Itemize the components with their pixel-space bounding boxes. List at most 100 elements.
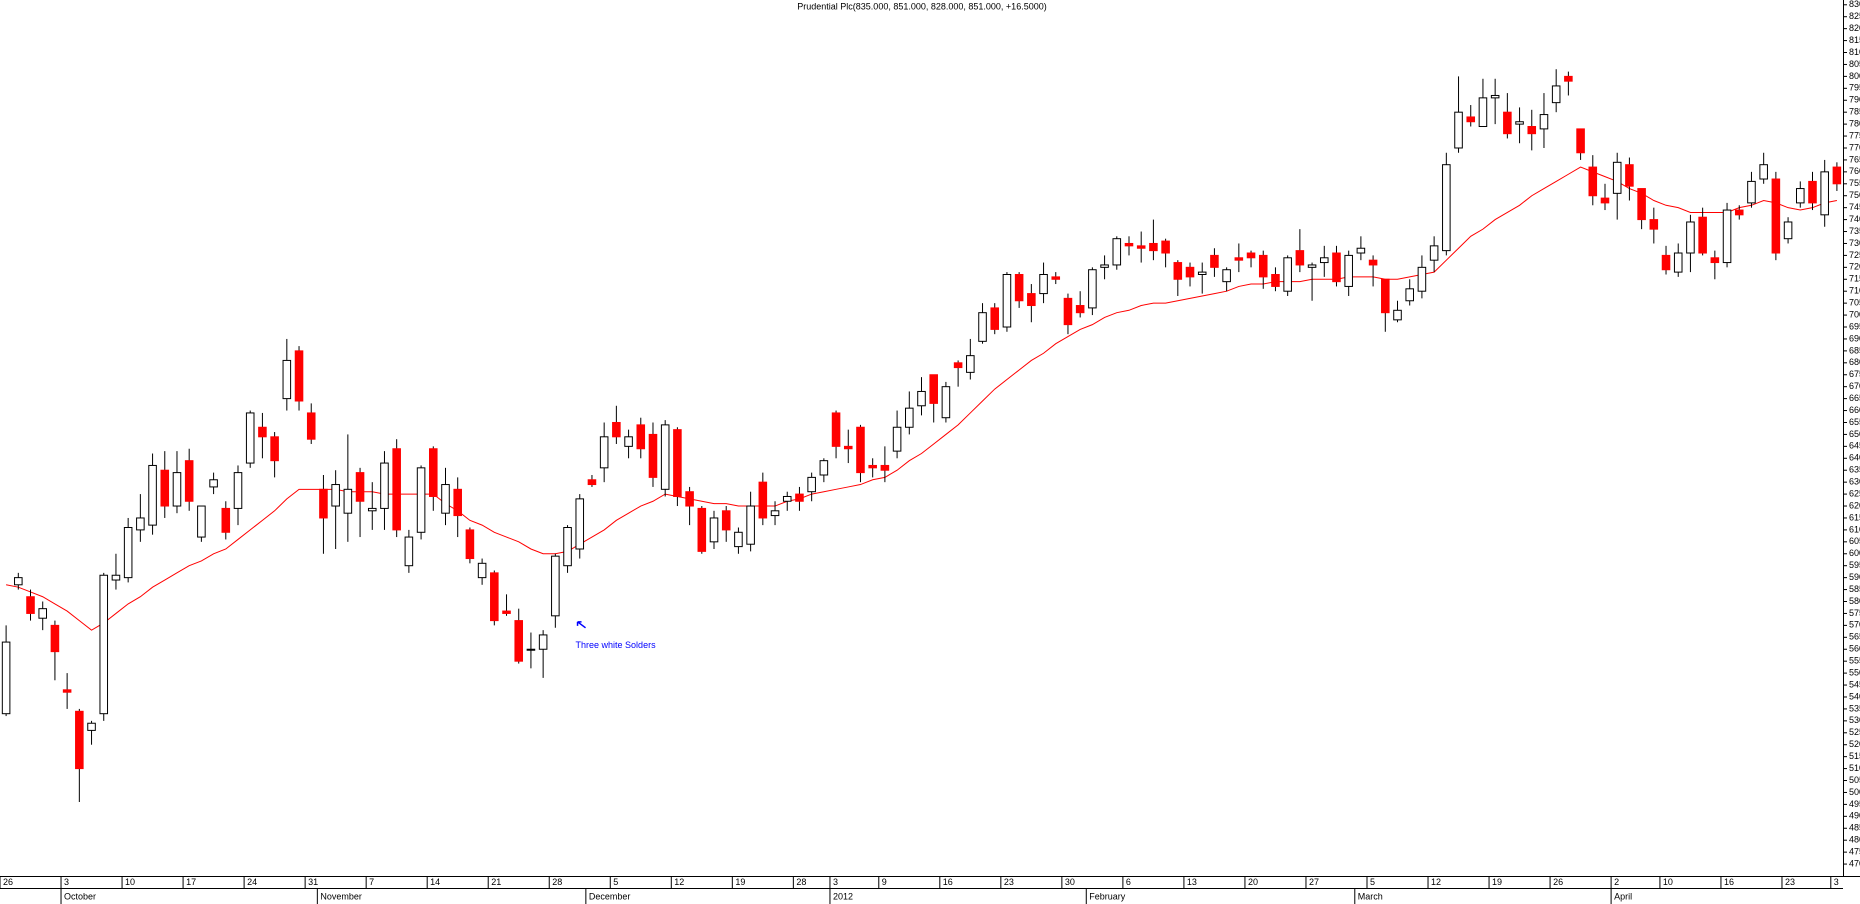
y-tick-label: 525: [1849, 727, 1860, 737]
x-tick-label: 28: [552, 877, 562, 887]
candle-body: [62, 689, 72, 693]
candle-body: [148, 464, 157, 526]
candle-body: [599, 436, 609, 469]
candle-body: [1551, 85, 1561, 104]
candle-body: [26, 596, 35, 614]
candle-body: [343, 488, 353, 514]
x-tick-label: 9: [882, 877, 887, 887]
candle-body: [953, 362, 963, 369]
y-tick-label: 490: [1849, 811, 1860, 821]
y-tick-label: 605: [1849, 536, 1860, 546]
candle-body: [1405, 288, 1414, 302]
candle-body: [1356, 247, 1366, 254]
month-label: October: [64, 891, 96, 901]
candle-body: [1734, 209, 1744, 216]
candle-body: [319, 488, 328, 519]
candle-body: [99, 574, 109, 715]
candle-body: [477, 562, 487, 579]
y-tick-label: 635: [1849, 465, 1860, 475]
candle-body: [282, 359, 292, 400]
candle-body: [1234, 257, 1244, 261]
y-tick-label: 805: [1849, 59, 1860, 69]
x-tick-label: 26: [1553, 877, 1563, 887]
candle-body: [782, 495, 792, 502]
candle-body: [1307, 264, 1317, 268]
moving-average-line: [6, 166, 1837, 631]
candle-body: [1795, 188, 1805, 204]
candle-body: [1393, 309, 1402, 321]
y-tick-label: 585: [1849, 584, 1860, 594]
candle-body: [87, 722, 96, 731]
candle-body: [697, 507, 707, 552]
y-tick-label: 650: [1849, 429, 1860, 439]
candle-body: [184, 460, 194, 502]
candle-body: [1466, 116, 1476, 123]
candle-body: [1661, 254, 1671, 271]
y-tick-label: 545: [1849, 679, 1860, 689]
y-tick-label: 810: [1849, 47, 1860, 57]
y-tick-label: 695: [1849, 321, 1860, 331]
chart-title: Prudential Plc(835.000, 851.000, 828.000…: [797, 1, 1046, 11]
candle-body: [331, 484, 340, 507]
candle-body: [1710, 257, 1720, 264]
x-tick-label: 28: [796, 877, 806, 887]
candle-body: [1783, 221, 1793, 240]
candle-body: [1832, 166, 1842, 185]
candle-body: [868, 464, 877, 469]
candle-body: [612, 421, 621, 438]
candle-body: [123, 527, 133, 579]
candle-body: [453, 488, 462, 517]
candle-body: [636, 424, 646, 450]
candle-body: [404, 536, 414, 567]
candle-body: [917, 390, 926, 407]
x-tick-label: 5: [1370, 877, 1375, 887]
y-tick-label: 665: [1849, 393, 1860, 403]
x-tick-label: 17: [186, 877, 196, 887]
month-label: 2012: [833, 891, 853, 901]
y-tick-label: 715: [1849, 274, 1860, 284]
candle-body: [1124, 242, 1134, 247]
candle-body: [807, 476, 816, 493]
month-label: March: [1358, 891, 1383, 901]
candle-body: [1625, 164, 1634, 187]
y-tick-label: 560: [1849, 644, 1860, 654]
y-tick-label: 685: [1849, 345, 1860, 355]
candle-body: [1222, 269, 1231, 283]
y-tick-label: 630: [1849, 477, 1860, 487]
x-tick-label: 16: [1724, 877, 1734, 887]
y-tick-label: 720: [1849, 262, 1860, 272]
candle-body: [1271, 273, 1280, 287]
candle-body: [490, 572, 499, 622]
candle-body: [1771, 178, 1781, 254]
y-tick-label: 705: [1849, 298, 1860, 308]
candle-body: [294, 350, 304, 402]
candle-body: [1686, 221, 1695, 254]
candle-body: [38, 608, 48, 619]
candle-body: [1698, 216, 1707, 254]
y-tick-label: 750: [1849, 190, 1860, 200]
candle-body: [624, 436, 633, 447]
y-tick-label: 725: [1849, 250, 1860, 260]
x-tick-label: 6: [1126, 877, 1131, 887]
y-tick-label: 680: [1849, 357, 1860, 367]
y-tick-label: 475: [1849, 847, 1860, 857]
x-tick-label: 7: [369, 877, 374, 887]
x-tick-label: 13: [1187, 877, 1197, 887]
candle-body: [929, 374, 938, 404]
candle-body: [819, 460, 829, 476]
candle-body: [978, 312, 987, 342]
x-tick-label: 21: [491, 877, 501, 887]
y-tick-label: 655: [1849, 417, 1860, 427]
candle-body: [758, 481, 768, 519]
y-tick-label: 645: [1849, 441, 1860, 451]
candle-body: [892, 426, 902, 452]
candle-body: [1332, 252, 1341, 283]
candle-body: [1539, 114, 1549, 130]
candle-body: [1564, 75, 1573, 82]
candle-body: [306, 412, 316, 440]
candle-body: [1283, 257, 1292, 292]
candle-body: [746, 505, 755, 545]
y-tick-label: 540: [1849, 691, 1860, 701]
y-tick-label: 610: [1849, 524, 1860, 534]
